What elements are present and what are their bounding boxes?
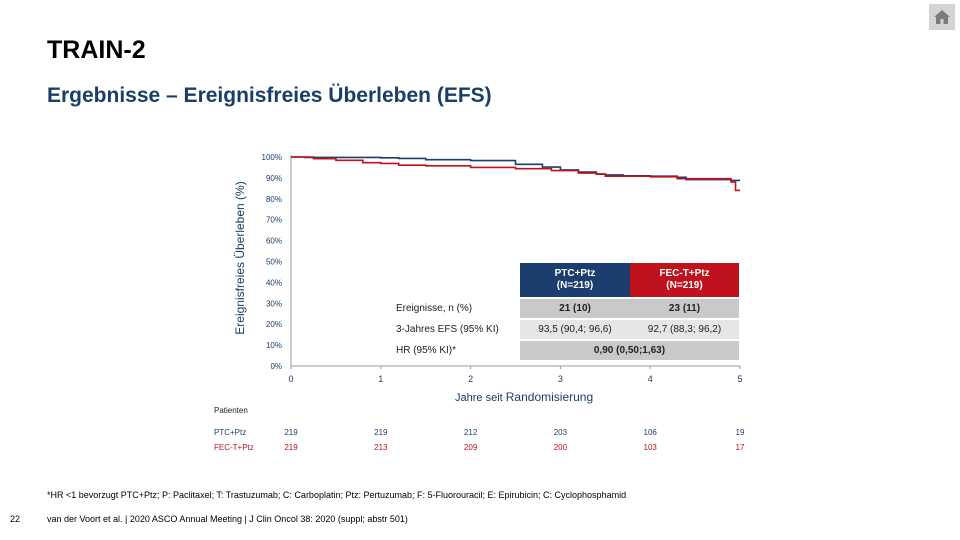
x-tick-label: 3 xyxy=(558,374,563,384)
at-risk-row-label: PTC+Ptz xyxy=(214,428,247,437)
series-line-fec xyxy=(291,156,740,192)
at-risk-value: 19 xyxy=(735,428,745,437)
table-row: 3-Jahres EFS (95% KI) 93,5 (90,4; 96,6) … xyxy=(396,320,739,339)
at-risk-value: 219 xyxy=(284,443,298,452)
citation: van der Voort et al. | 2020 ASCO Annual … xyxy=(47,514,408,524)
x-axis-label-prefix: Jahre seit xyxy=(455,392,503,404)
at-risk-value: 209 xyxy=(463,443,478,452)
x-tick-label: 2 xyxy=(468,374,473,384)
at-risk-value: 103 xyxy=(643,443,657,452)
table-row-label: HR (95% KI)* xyxy=(396,345,457,356)
slide-subtitle: Ergebnisse – Ereignisfreies Überleben (E… xyxy=(47,84,492,107)
table-header-row: PTC+Ptz (N=219) FEC-T+Ptz (N=219) xyxy=(396,263,739,297)
at-risk-value: 200 xyxy=(553,443,568,452)
y-tick-label: 50% xyxy=(266,258,282,267)
table-row-label: Ereignisse, n (%) xyxy=(396,303,473,314)
x-axis-label: Jahre seit Randomisierung xyxy=(455,390,593,404)
y-tick-label: 80% xyxy=(266,195,282,204)
table-header-ptc: PTC+Ptz (N=219) xyxy=(520,263,630,297)
y-axis-label: Ereignisfreies Überleben (%) xyxy=(233,181,247,335)
x-tick-label: 5 xyxy=(737,374,742,384)
y-tick-label: 10% xyxy=(266,341,282,350)
home-button[interactable] xyxy=(929,4,955,30)
table-header-fec: FEC-T+Ptz (N=219) xyxy=(630,263,739,297)
y-tick-label: 30% xyxy=(266,299,282,308)
y-tick-label: 20% xyxy=(266,320,282,329)
table-header-ptc-name: PTC+Ptz xyxy=(554,268,596,279)
table-cell: 21 (10) xyxy=(520,299,630,318)
at-risk-value: 17 xyxy=(735,443,745,452)
slide-title: TRAIN-2 xyxy=(47,36,146,64)
at-risk-title: Patienten xyxy=(214,406,248,415)
table-cell: 92,7 (88,3; 96,2) xyxy=(630,320,739,339)
y-tick-label: 70% xyxy=(266,216,282,225)
table-header-fec-name: FEC-T+Ptz xyxy=(659,268,710,279)
y-tick-label: 60% xyxy=(266,237,282,246)
table-row: HR (95% KI)* 0,90 (0,50;1,63) xyxy=(396,341,739,360)
y-tick-label: 100% xyxy=(262,153,282,162)
home-icon xyxy=(934,10,950,24)
at-risk-value: 203 xyxy=(553,428,568,437)
table-row-label: 3-Jahres EFS (95% KI) xyxy=(396,324,499,335)
x-tick-label: 0 xyxy=(288,374,293,384)
table-cell: 23 (11) xyxy=(630,299,739,318)
at-risk-value: 212 xyxy=(463,428,478,437)
footnote: *HR <1 bevorzugt PTC+Ptz; P: Paclitaxel;… xyxy=(47,490,627,500)
at-risk-value: 219 xyxy=(374,428,388,437)
table-cell-combined: 0,90 (0,50;1,63) xyxy=(520,341,739,360)
at-risk-row-label: FEC-T+Ptz xyxy=(214,443,254,452)
at-risk-value: 213 xyxy=(374,443,388,452)
y-tick-label: 0% xyxy=(270,362,282,371)
y-tick-label: 90% xyxy=(266,174,282,183)
page-number: 22 xyxy=(10,514,21,524)
at-risk-value: 106 xyxy=(643,428,657,437)
x-axis-label-suffix: Randomisierung xyxy=(505,390,594,404)
table-row: Ereignisse, n (%) 21 (10) 23 (11) xyxy=(396,299,739,318)
x-tick-label: 4 xyxy=(648,374,653,384)
table-header-ptc-n: (N=219) xyxy=(556,280,594,291)
at-risk-value: 219 xyxy=(284,428,298,437)
x-tick-label: 1 xyxy=(378,374,383,384)
results-table: PTC+Ptz (N=219) FEC-T+Ptz (N=219) Ereign… xyxy=(396,261,739,362)
table-corner xyxy=(396,263,520,297)
y-tick-label: 40% xyxy=(266,278,282,287)
table-header-fec-n: (N=219) xyxy=(666,280,703,291)
table-cell: 93,5 (90,4; 96,6) xyxy=(520,320,630,339)
